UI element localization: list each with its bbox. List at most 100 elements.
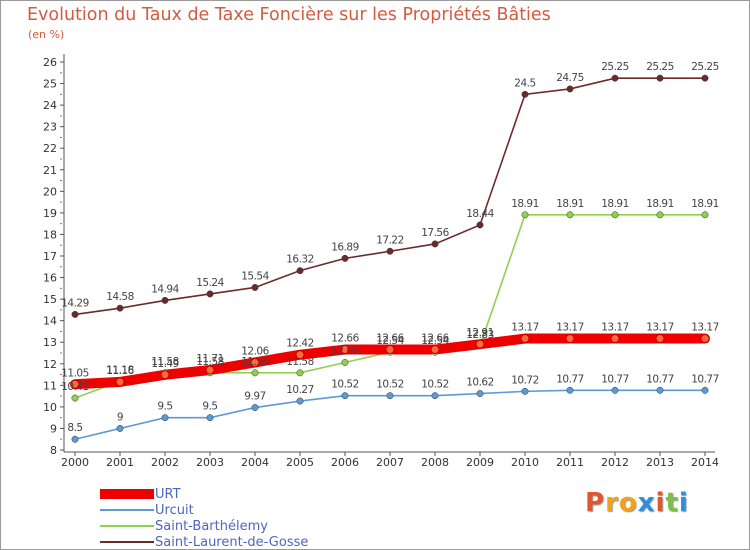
y-tick-label: 23 — [43, 121, 57, 134]
data-label: 11.18 — [106, 364, 134, 376]
data-point — [701, 211, 709, 219]
data-label: 11.58 — [196, 356, 224, 368]
data-label: 18.91 — [556, 198, 584, 210]
data-point — [251, 284, 259, 291]
data-label: 11.58 — [151, 356, 179, 368]
y-tick-label: 22 — [43, 142, 57, 155]
data-point — [115, 377, 125, 387]
data-point — [160, 370, 170, 380]
legend-item: Urcuit — [100, 502, 308, 518]
data-point — [205, 365, 215, 375]
legend-swatch — [100, 509, 154, 511]
legend-item: Saint-Laurent-de-Gosse — [100, 534, 308, 550]
data-label: 12.83 — [466, 329, 494, 341]
data-point — [521, 387, 529, 395]
x-tick-label: 2006 — [331, 456, 359, 469]
x-tick-label: 2001 — [106, 456, 134, 469]
x-tick-label: 2003 — [196, 456, 224, 469]
x-tick-label: 2011 — [556, 456, 584, 469]
y-tick-label: 17 — [43, 250, 57, 263]
data-label: 25.25 — [601, 61, 629, 73]
data-point — [250, 357, 260, 367]
data-label: 11.58 — [286, 356, 314, 368]
y-tick-label: 13 — [43, 336, 57, 349]
data-point — [341, 254, 349, 262]
data-label: 13.17 — [691, 322, 719, 334]
data-point — [206, 414, 214, 422]
legend-label: Saint-Laurent-de-Gosse — [155, 534, 309, 550]
data-label: 24.75 — [556, 72, 584, 84]
data-label: 14.29 — [61, 297, 89, 309]
data-label: 12.66 — [331, 333, 359, 345]
data-point — [340, 345, 350, 355]
legend-swatch — [100, 541, 154, 543]
data-label: 12.66 — [376, 333, 404, 345]
x-tick-label: 2002 — [151, 456, 179, 469]
legend-item: Saint-Barthélemy — [100, 518, 308, 534]
data-label: 16.89 — [331, 241, 359, 253]
data-label: 9.97 — [244, 391, 265, 403]
data-label: 17.56 — [421, 227, 449, 239]
data-label: 9.5 — [157, 401, 172, 413]
y-tick-label: 9 — [50, 422, 57, 435]
data-label: 15.54 — [241, 270, 269, 282]
data-label: 12.54 — [376, 335, 404, 347]
data-label: 12.42 — [286, 338, 314, 350]
data-point — [611, 386, 619, 394]
data-label: 12.06 — [331, 345, 359, 357]
data-label: 14.94 — [151, 283, 179, 295]
data-label: 10.77 — [601, 373, 629, 385]
data-label: 24.5 — [514, 77, 535, 89]
data-label: 13.17 — [511, 322, 539, 334]
data-point — [71, 310, 79, 318]
y-tick-label: 18 — [43, 228, 57, 241]
data-point — [206, 290, 214, 298]
data-label: 10.72 — [511, 374, 539, 386]
logo-letter: P — [585, 488, 606, 518]
data-label: 25.25 — [691, 61, 719, 73]
data-label: 13.17 — [556, 322, 584, 334]
data-label: 18.91 — [691, 198, 719, 210]
chart-title: Evolution du Taux de Taxe Foncière sur l… — [27, 5, 551, 25]
legend-swatch — [100, 489, 154, 499]
data-point — [251, 404, 259, 411]
y-tick-label: 24 — [43, 99, 57, 112]
data-point — [521, 90, 529, 98]
data-label: 13.17 — [646, 322, 674, 334]
x-tick-label: 2000 — [61, 456, 89, 469]
data-label: 12.66 — [421, 333, 449, 345]
data-label: 18.44 — [466, 208, 494, 220]
y-tick-label: 25 — [43, 78, 57, 91]
data-point — [386, 247, 394, 255]
logo-letter: i — [655, 488, 666, 518]
y-tick-label: 8 — [50, 444, 57, 457]
data-label: 8.5 — [67, 422, 82, 434]
data-point — [296, 267, 304, 275]
y-tick-label: 12 — [43, 358, 57, 371]
x-tick-label: 2014 — [691, 456, 719, 469]
data-point — [295, 350, 305, 360]
data-point — [566, 386, 574, 394]
data-label: 12.06 — [241, 345, 269, 357]
data-label: 10.62 — [466, 377, 494, 389]
data-label: 10.77 — [691, 373, 719, 385]
data-point — [296, 397, 304, 405]
data-label: 10.52 — [376, 379, 404, 391]
data-point — [161, 296, 169, 304]
data-label: 9.5 — [202, 401, 217, 413]
data-label: 10.77 — [556, 373, 584, 385]
y-tick-label: 15 — [43, 293, 57, 306]
data-label: 11.16 — [106, 365, 134, 377]
data-point — [611, 211, 619, 219]
logo-letter: t — [665, 488, 679, 518]
data-label: 14.58 — [106, 291, 134, 303]
data-label: 12.54 — [421, 335, 449, 347]
data-label: 16.32 — [286, 254, 314, 266]
logo-letter: i — [678, 488, 689, 518]
y-axis-unit: (en %) — [28, 28, 65, 41]
logo-letter: x — [637, 488, 656, 518]
data-point — [656, 386, 664, 394]
data-label: 15.24 — [196, 277, 224, 289]
data-label: 25.25 — [646, 61, 674, 73]
